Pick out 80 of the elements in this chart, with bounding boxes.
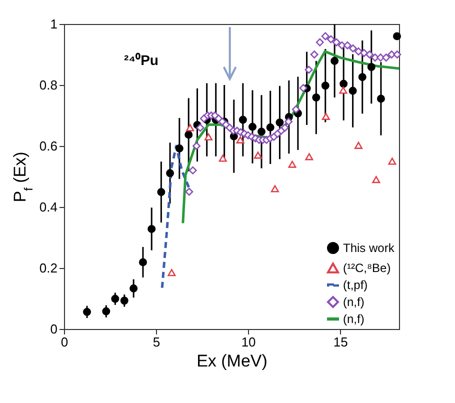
annotation: ²⁴⁰Pu: [124, 52, 158, 68]
y-tick-label: 0.6: [39, 138, 58, 154]
point: [332, 38, 340, 46]
point: [367, 63, 376, 71]
point: [175, 144, 184, 152]
point: [258, 128, 266, 136]
point: [392, 32, 401, 40]
y-tick-label: 0.4: [39, 200, 58, 214]
point: [254, 152, 262, 159]
point: [358, 73, 366, 82]
point: [321, 32, 330, 40]
point: [343, 41, 352, 50]
point: [354, 142, 363, 149]
point: [196, 124, 204, 132]
point: [280, 124, 289, 132]
point: [188, 166, 197, 174]
point: [102, 307, 110, 316]
point: [288, 160, 296, 168]
point: [270, 185, 279, 192]
y-tick-label: 0.8: [39, 78, 58, 92]
point: [388, 158, 396, 165]
point: [312, 94, 320, 102]
point: [348, 44, 357, 52]
point: [366, 50, 374, 59]
point: [372, 176, 380, 184]
y-tick-label: 1: [50, 16, 58, 32]
point: [339, 86, 348, 94]
point: [236, 136, 244, 144]
legend-label: This work: [343, 241, 396, 255]
point: [348, 86, 357, 95]
point: [354, 47, 363, 56]
point: [299, 84, 308, 92]
point: [83, 308, 92, 316]
point: [305, 153, 314, 160]
point: [276, 118, 284, 127]
point: [184, 130, 193, 139]
point: [292, 105, 300, 114]
point: [330, 56, 339, 65]
legend-label: (¹²C,⁸Be): [343, 261, 391, 275]
x-tick-label: 10: [241, 334, 256, 350]
x-tick-label: 5: [152, 334, 160, 350]
point: [382, 54, 390, 62]
legend-label: (n,f): [343, 312, 364, 326]
point: [185, 188, 194, 196]
point: [284, 118, 293, 126]
legend-label: (t,pf): [343, 278, 368, 292]
point: [111, 294, 120, 303]
point: [316, 38, 324, 46]
point: [360, 48, 368, 57]
legend-label: (n,f): [343, 295, 364, 309]
point: [166, 169, 174, 178]
x-axis-title: Ex (MeV): [196, 352, 268, 370]
point: [186, 124, 194, 132]
line-series: [160, 144, 192, 290]
point: [340, 80, 348, 88]
y-tick-label: 0: [50, 322, 58, 336]
point: [157, 188, 166, 196]
point: [322, 112, 330, 120]
point: [326, 35, 335, 44]
point: [304, 66, 313, 74]
point: [266, 123, 274, 132]
point: [393, 50, 402, 59]
point: [192, 142, 201, 150]
point: [218, 154, 227, 162]
point: [148, 224, 156, 233]
line-series: [182, 50, 400, 224]
point: [376, 94, 385, 103]
point: [248, 122, 256, 131]
point: [321, 82, 330, 90]
point: [138, 258, 147, 266]
point: [338, 41, 346, 50]
x-tick-label: 0: [60, 334, 68, 350]
point: [168, 269, 176, 276]
point: [238, 116, 247, 124]
point: [120, 296, 128, 305]
point: [130, 284, 138, 292]
point: [310, 50, 318, 59]
point: [204, 133, 212, 140]
y-tick-label: 0.2: [39, 260, 58, 276]
x-tick-label: 15: [333, 334, 348, 350]
